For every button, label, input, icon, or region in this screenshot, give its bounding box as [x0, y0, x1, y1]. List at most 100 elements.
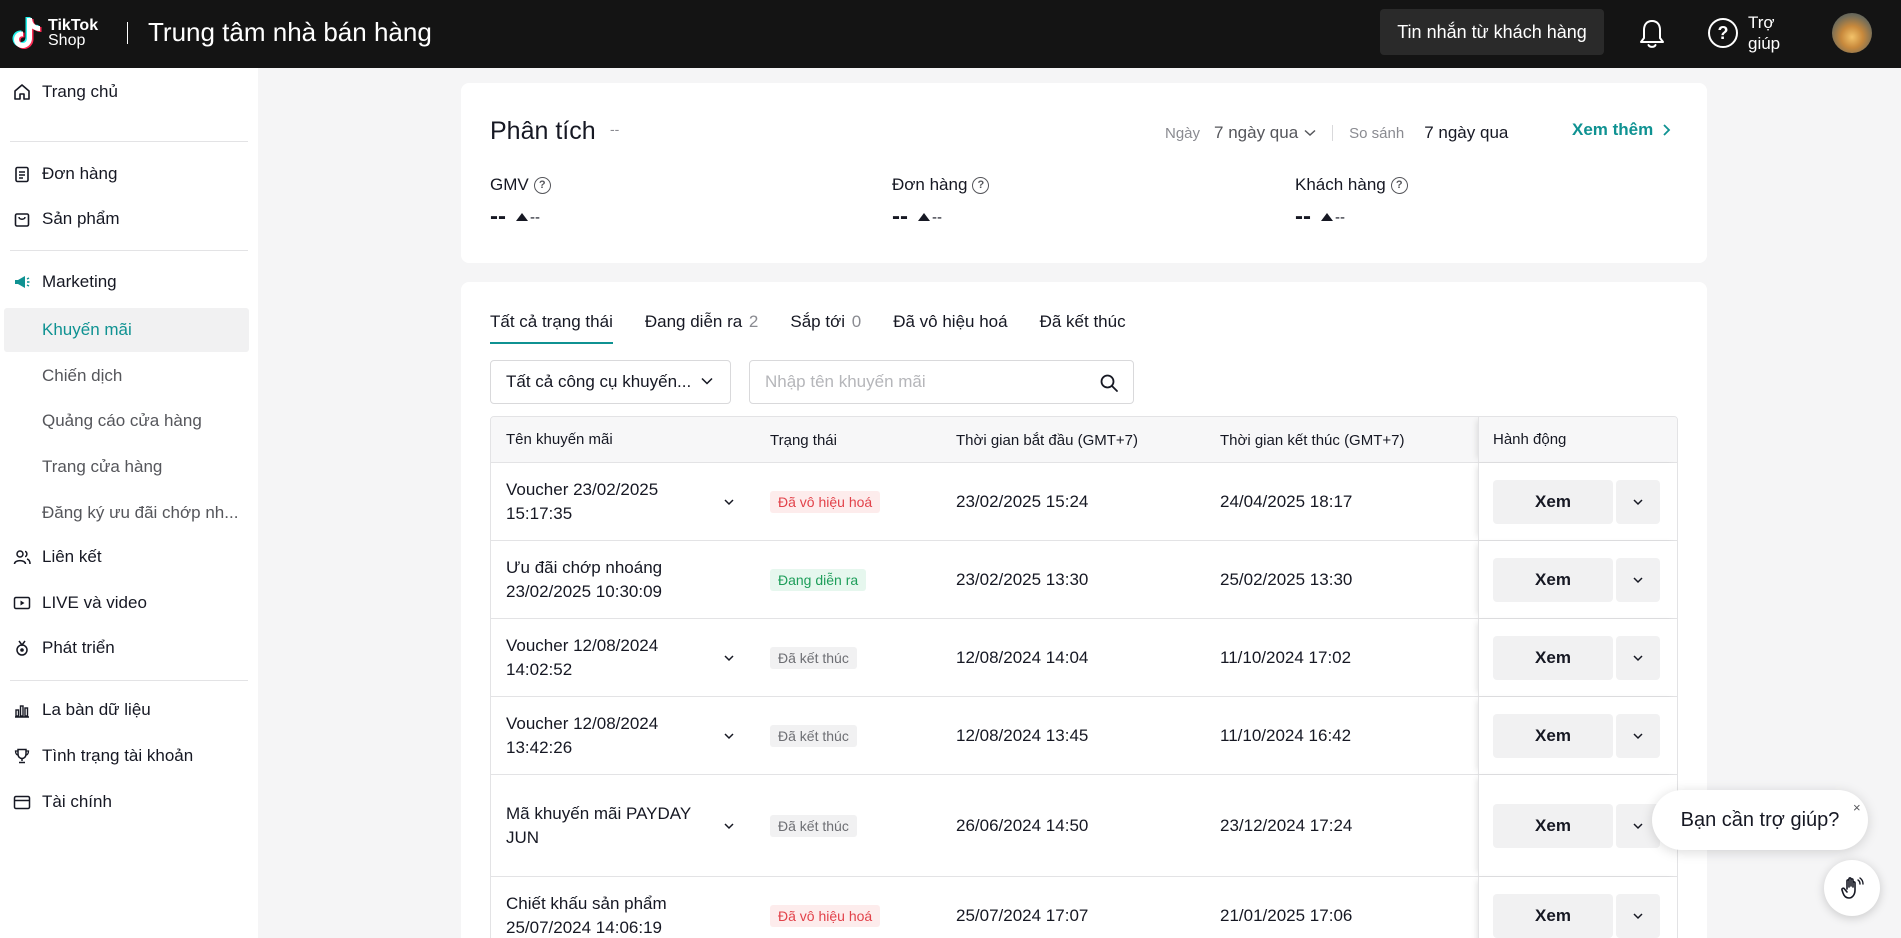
- metric-change: --: [1334, 208, 1345, 226]
- view-button[interactable]: Xem: [1493, 894, 1613, 938]
- end-time: 25/02/2025 13:30: [1220, 570, 1353, 589]
- date-range-select[interactable]: 7 ngày qua: [1214, 123, 1299, 142]
- sidebar-item-flash-deal-registration[interactable]: Đăng ký ưu đãi chớp nh...: [42, 503, 239, 522]
- sidebar-item-label: Marketing: [42, 272, 117, 291]
- sidebar-item-promotions[interactable]: Khuyến mãi: [4, 308, 249, 352]
- promotions-table: Tên khuyến mãi Trạng thái Thời gian bắt …: [490, 416, 1678, 938]
- sidebar-item-affiliate[interactable]: Liên kết: [0, 535, 258, 579]
- metric-change: --: [931, 208, 942, 226]
- end-time: 23/12/2024 17:24: [1220, 816, 1353, 835]
- tab-upcoming[interactable]: Sắp tới 0: [790, 312, 861, 344]
- help-menu[interactable]: ? Trợ giúp: [1708, 12, 1788, 54]
- action-cell: Xem: [1478, 541, 1677, 618]
- tab-ongoing[interactable]: Đang diễn ra 2: [645, 312, 759, 344]
- top-bar: TikTok Shop Trung tâm nhà bán hàng Tin n…: [0, 0, 1901, 68]
- more-actions-button[interactable]: [1616, 714, 1660, 758]
- promotion-name: Voucher 12/08/2024 13:42:26: [506, 714, 659, 757]
- chevron-down-icon: [1633, 823, 1643, 830]
- shopping-bag-icon: [12, 209, 32, 229]
- sidebar-item-campaigns[interactable]: Chiến dịch: [42, 366, 123, 385]
- help-prompt-bubble[interactable]: Bạn cần trợ giúp?: [1652, 790, 1868, 850]
- question-icon[interactable]: ?: [1390, 176, 1408, 194]
- analytics-card: Phân tích -- Ngày 7 ngày qua So sánh 7 n…: [461, 83, 1707, 263]
- metric-value-text: --: [1295, 203, 1311, 230]
- sidebar-item-account-health[interactable]: Tình trạng tài khoản: [0, 734, 258, 778]
- close-icon[interactable]: ×: [1853, 800, 1861, 815]
- column-header-action: Hành động: [1478, 417, 1677, 462]
- chevron-down-icon[interactable]: [723, 730, 735, 742]
- help-chat-button[interactable]: [1824, 860, 1880, 916]
- metric-label: Đơn hàng ?: [892, 175, 990, 195]
- sidebar-item-shop-page[interactable]: Trang cửa hàng: [42, 457, 163, 476]
- sidebar-divider: [10, 250, 248, 251]
- more-actions-button[interactable]: [1616, 894, 1660, 938]
- clipboard-icon: [12, 164, 32, 184]
- promotion-name: Ưu đãi chớp nhoáng 23/02/2025 10:30:09: [506, 558, 663, 601]
- start-time: 23/02/2025 15:24: [956, 492, 1089, 511]
- see-more-link[interactable]: Xem thêm: [1572, 120, 1673, 140]
- sidebar-item-marketing[interactable]: Marketing: [0, 260, 258, 304]
- chevron-down-icon: [1304, 129, 1316, 137]
- metric-customers: Khách hàng ? -- --: [1295, 175, 1408, 231]
- sidebar-item-growth[interactable]: Phát triển: [0, 626, 258, 670]
- controls-divider: [1332, 125, 1334, 141]
- sidebar-item-home[interactable]: Trang chủ: [0, 70, 258, 114]
- triangle-up-icon: [1320, 213, 1333, 221]
- bell-icon[interactable]: [1637, 17, 1667, 51]
- view-button[interactable]: Xem: [1493, 480, 1613, 524]
- sidebar-item-live-video[interactable]: LIVE và video: [0, 581, 258, 625]
- sidebar-item-orders[interactable]: Đơn hàng: [0, 152, 258, 196]
- tiktok-shop-logo[interactable]: TikTok Shop: [12, 14, 112, 52]
- metric-label-text: Khách hàng: [1295, 175, 1386, 194]
- sidebar-item-products[interactable]: Sản phẩm: [0, 197, 258, 241]
- sidebar-item-store-ads[interactable]: Quảng cáo cửa hàng: [42, 411, 202, 430]
- compare-label: So sánh: [1349, 124, 1405, 142]
- status-tabs: Tất cả trạng thái Đang diễn ra 2 Sắp tới…: [490, 312, 1158, 344]
- question-icon[interactable]: ?: [972, 176, 990, 194]
- customer-messages-button[interactable]: Tin nhắn từ khách hàng: [1380, 9, 1604, 55]
- view-button[interactable]: Xem: [1493, 636, 1613, 680]
- chevron-down-icon[interactable]: [723, 652, 735, 664]
- sidebar-divider: [10, 141, 248, 142]
- more-actions-button[interactable]: [1616, 558, 1660, 602]
- more-actions-button[interactable]: [1616, 636, 1660, 680]
- action-cell: Xem: [1478, 619, 1677, 696]
- bar-chart-icon: [12, 700, 32, 720]
- question-circle-icon: ?: [1708, 18, 1738, 48]
- chevron-down-icon[interactable]: [723, 496, 735, 508]
- status-badge: Đã kết thúc: [770, 815, 857, 837]
- metric-change: --: [529, 208, 540, 226]
- promotion-name: Chiết khấu sản phẩm 25/07/2024 14:06:19: [506, 894, 667, 937]
- chevron-down-icon[interactable]: [723, 820, 735, 832]
- logo-text: TikTok Shop: [48, 18, 98, 49]
- sidebar-item-finance[interactable]: Tài chính: [0, 780, 258, 824]
- tab-deactivated[interactable]: Đã vô hiệu hoá: [893, 312, 1007, 344]
- tab-all-statuses[interactable]: Tất cả trạng thái: [490, 312, 613, 344]
- column-header-action-label: Hành động: [1493, 431, 1567, 448]
- question-icon[interactable]: ?: [533, 176, 551, 194]
- view-button[interactable]: Xem: [1493, 804, 1613, 848]
- promotion-tool-select[interactable]: Tất cả công cụ khuyến...: [490, 360, 731, 404]
- chevron-right-icon: [1663, 124, 1671, 136]
- view-button[interactable]: Xem: [1493, 714, 1613, 758]
- avatar[interactable]: [1832, 13, 1872, 53]
- promotion-search-input[interactable]: [765, 372, 1085, 392]
- metric-orders: Đơn hàng ? -- --: [892, 175, 990, 231]
- analytics-title: Phân tích: [490, 117, 596, 145]
- search-icon[interactable]: [1099, 373, 1119, 393]
- table-row: Voucher 12/08/2024 14:02:52 Đã kết thúc …: [491, 619, 1677, 697]
- tab-ended[interactable]: Đã kết thúc: [1040, 312, 1126, 344]
- more-actions-button[interactable]: [1616, 480, 1660, 524]
- promotion-name: Voucher 12/08/2024 14:02:52: [506, 636, 659, 679]
- sidebar-item-label: Trang chủ: [42, 82, 118, 101]
- sidebar-item-label: Sản phẩm: [42, 209, 120, 228]
- sidebar-item-data-compass[interactable]: La bàn dữ liệu: [0, 688, 258, 732]
- status-badge: Đã kết thúc: [770, 647, 857, 669]
- table-row: Mã khuyến mãi PAYDAY JUN Đã kết thúc 26/…: [491, 775, 1677, 877]
- metric-gmv: GMV ? -- --: [490, 175, 551, 231]
- table-row: Voucher 23/02/2025 15:17:35 Đã vô hiệu h…: [491, 463, 1677, 541]
- tab-count: 0: [851, 312, 862, 331]
- view-button[interactable]: Xem: [1493, 558, 1613, 602]
- start-time: 12/08/2024 14:04: [956, 648, 1089, 667]
- chevron-down-icon: [1633, 733, 1643, 740]
